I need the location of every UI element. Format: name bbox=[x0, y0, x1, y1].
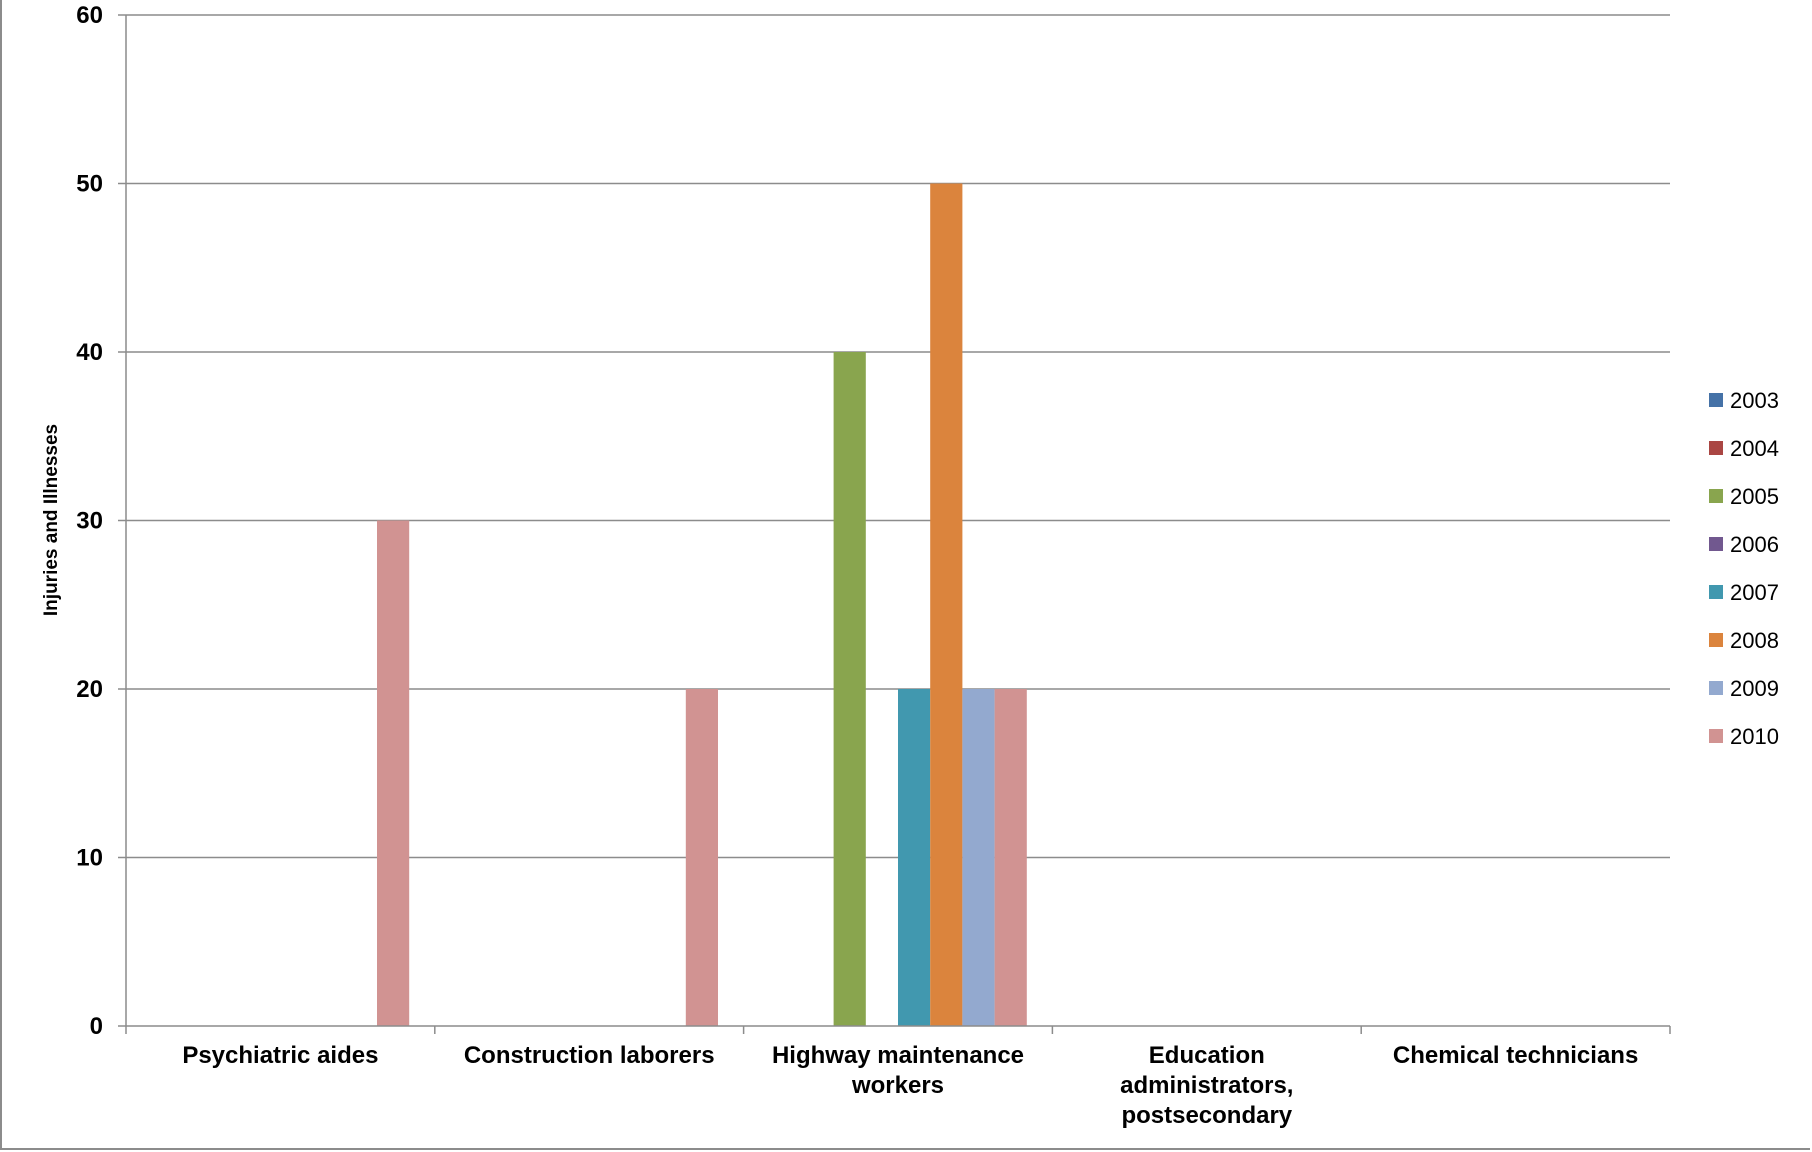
x-category-label: Education administrators, postsecondary bbox=[1120, 1042, 1293, 1129]
axes bbox=[118, 14, 1671, 1034]
y-tick-label: 0 bbox=[90, 1013, 103, 1040]
bar-2005 bbox=[833, 352, 866, 1026]
bar-2007 bbox=[898, 689, 931, 1026]
legend: 2003 2004 2005 2006 2007 2008 2009 2010 bbox=[1709, 388, 1779, 749]
legend-swatch-2005 bbox=[1709, 489, 1723, 503]
legend-swatch-2009 bbox=[1709, 681, 1723, 695]
y-tick-label: 60 bbox=[76, 2, 103, 29]
bar-2010 bbox=[685, 689, 718, 1026]
legend-swatch-2003 bbox=[1709, 393, 1723, 407]
y-tick-label: 50 bbox=[76, 171, 103, 198]
y-tick-labels: 0 10 20 30 40 50 60 bbox=[76, 2, 103, 1040]
bar-2010 bbox=[377, 520, 410, 1026]
x-category-label-line: Highway maintenance bbox=[772, 1042, 1024, 1069]
bar-2010 bbox=[994, 689, 1027, 1026]
legend-swatch-2007 bbox=[1709, 585, 1723, 599]
y-tick-label: 10 bbox=[76, 845, 103, 872]
legend-label: 2009 bbox=[1730, 676, 1779, 701]
x-category-label-line: Psychiatric aides bbox=[182, 1042, 378, 1069]
legend-label: 2010 bbox=[1730, 724, 1779, 749]
bars bbox=[377, 183, 1027, 1026]
x-category-labels: Psychiatric aides Construction laborers Hi… bbox=[182, 1042, 1638, 1129]
x-category-label-line: workers bbox=[851, 1072, 944, 1099]
legend-swatch-2006 bbox=[1709, 537, 1723, 551]
bar-2009 bbox=[962, 689, 995, 1026]
y-axis-label: Injuries and Illnesses bbox=[41, 424, 62, 616]
legend-label: 2004 bbox=[1730, 436, 1779, 461]
x-category-label-line: administrators, bbox=[1120, 1072, 1293, 1099]
legend-swatch-2008 bbox=[1709, 633, 1723, 647]
legend-label: 2005 bbox=[1730, 484, 1779, 509]
x-category-label: Highway maintenance workers bbox=[772, 1042, 1024, 1099]
legend-label: 2006 bbox=[1730, 532, 1779, 557]
y-tick-label: 20 bbox=[76, 676, 103, 703]
x-category-label-line: Chemical technicians bbox=[1393, 1042, 1638, 1069]
legend-label: 2007 bbox=[1730, 580, 1779, 605]
legend-label: 2003 bbox=[1730, 388, 1779, 413]
legend-swatch-2004 bbox=[1709, 441, 1723, 455]
x-category-label-line: Education bbox=[1149, 1042, 1265, 1069]
y-tick-label: 40 bbox=[76, 339, 103, 366]
x-category-label: Psychiatric aides bbox=[182, 1042, 378, 1069]
y-tick-label: 30 bbox=[76, 508, 103, 535]
x-category-label-line: postsecondary bbox=[1121, 1102, 1292, 1129]
x-category-label-line: Construction laborers bbox=[464, 1042, 715, 1069]
x-category-label: Construction laborers bbox=[464, 1042, 715, 1069]
legend-swatch-2010 bbox=[1709, 729, 1723, 743]
x-category-label: Chemical technicians bbox=[1393, 1042, 1638, 1069]
bar-2008 bbox=[930, 183, 963, 1026]
legend-label: 2008 bbox=[1730, 628, 1779, 653]
